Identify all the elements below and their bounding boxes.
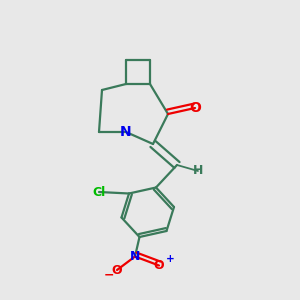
Text: O: O (154, 259, 164, 272)
Text: +: + (166, 254, 175, 265)
Text: Cl: Cl (92, 185, 106, 199)
Text: H: H (193, 164, 203, 178)
Text: O: O (112, 263, 122, 277)
Text: −: − (103, 269, 114, 282)
Text: N: N (130, 250, 140, 263)
Text: N: N (120, 125, 132, 139)
Text: O: O (189, 101, 201, 115)
